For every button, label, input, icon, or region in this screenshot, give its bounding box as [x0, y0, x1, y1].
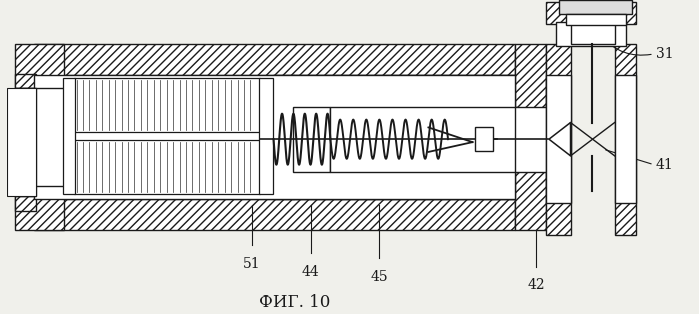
Bar: [433, 107, 468, 131]
Bar: [559, 0, 633, 14]
Bar: [15, 88, 36, 196]
Bar: [15, 73, 36, 88]
Bar: [331, 75, 517, 107]
Bar: [614, 44, 636, 235]
Bar: [273, 171, 294, 199]
Bar: [546, 75, 570, 203]
Bar: [34, 75, 514, 199]
Bar: [15, 196, 36, 211]
Bar: [259, 78, 273, 194]
Bar: [73, 140, 260, 194]
Text: 51: 51: [243, 257, 261, 271]
Bar: [331, 171, 517, 199]
Bar: [546, 2, 636, 24]
Text: 45: 45: [370, 269, 388, 284]
Bar: [556, 22, 626, 46]
Bar: [63, 78, 75, 194]
Text: 31: 31: [656, 47, 673, 61]
Bar: [7, 88, 36, 196]
Bar: [614, 75, 636, 203]
Bar: [73, 78, 260, 132]
Text: 44: 44: [302, 265, 319, 279]
Polygon shape: [549, 122, 570, 156]
Bar: [514, 44, 546, 230]
Bar: [293, 75, 331, 107]
Bar: [34, 199, 514, 230]
Text: ФИГ. 10: ФИГ. 10: [259, 294, 331, 311]
Bar: [565, 14, 626, 25]
Text: 41: 41: [656, 158, 674, 172]
Bar: [34, 44, 514, 75]
Bar: [546, 44, 570, 235]
Bar: [514, 107, 546, 171]
Bar: [273, 75, 294, 107]
Bar: [293, 171, 331, 199]
Text: 42: 42: [528, 279, 545, 292]
Bar: [15, 88, 64, 186]
Bar: [475, 127, 493, 151]
Bar: [293, 107, 331, 171]
Bar: [570, 22, 614, 44]
Bar: [433, 149, 468, 171]
Bar: [331, 107, 517, 171]
Bar: [15, 44, 64, 230]
